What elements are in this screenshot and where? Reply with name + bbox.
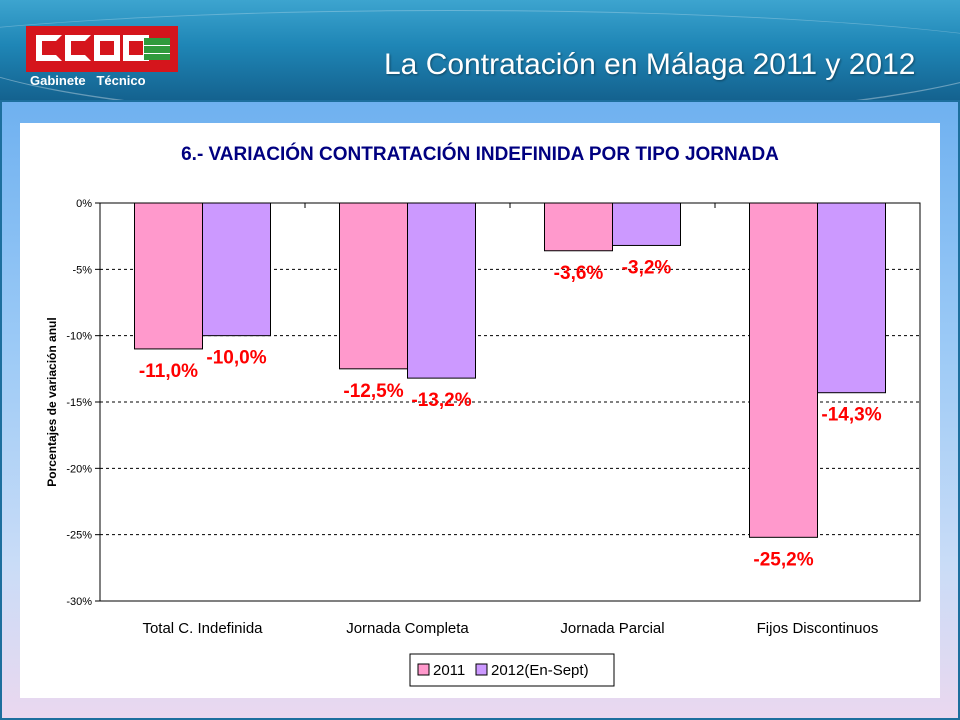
bar-2012 <box>817 202 886 394</box>
legend: 2011 2012(En-Sept) <box>409 653 615 687</box>
header-banner: Gabinete Técnico La Contratación en Mála… <box>0 0 960 100</box>
legend-frame <box>409 653 615 687</box>
y-tick-label: -30% <box>66 596 92 608</box>
x-category-label: Fijos Discontinuos <box>757 620 879 637</box>
legend-swatch <box>417 663 430 676</box>
bar-2011 <box>134 202 203 350</box>
data-label: -11,0% <box>139 361 198 382</box>
bar-2012 <box>202 202 271 337</box>
page-title: La Contratación en Málaga 2011 y 2012 <box>384 48 916 81</box>
y-tick-label: -15% <box>66 397 92 409</box>
chart-title: 6.- VARIACIÓN CONTRATACIÓN INDEFINIDA PO… <box>181 143 779 165</box>
data-label: -3,2% <box>622 257 672 278</box>
header-wave-decoration <box>0 10 960 100</box>
legend-swatch <box>475 663 488 676</box>
legend-entry: 2011 <box>433 662 465 679</box>
data-label: -3,6% <box>554 263 604 284</box>
bar-2012 <box>612 202 681 246</box>
legend-entry: 2012(En-Sept) <box>491 662 589 679</box>
data-label: -25,2% <box>753 549 813 570</box>
plot-area: 0% -5% -10% -15% -20% -25% -30% -11,0% -10,0% Tot… <box>66 198 921 637</box>
bar-2011 <box>749 202 818 538</box>
y-tick-label: -20% <box>66 463 92 475</box>
bar-2011 <box>339 202 408 370</box>
y-tick-label: -5% <box>72 264 92 276</box>
data-label: -12,5% <box>343 381 403 402</box>
bar-2012 <box>407 202 476 379</box>
y-tick-label: -10% <box>66 331 92 343</box>
logo-subtitle: Gabinete Técnico <box>30 73 146 88</box>
y-tick-label: 0% <box>76 198 92 210</box>
data-label: -13,2% <box>411 390 471 411</box>
data-label: -14,3% <box>821 405 881 426</box>
bar-2011 <box>544 202 613 252</box>
data-label: -10,0% <box>206 348 266 369</box>
andalusia-flag-icon <box>144 38 170 60</box>
x-category-label: Total C. Indefinida <box>142 620 263 637</box>
x-category-label: Jornada Parcial <box>560 620 664 637</box>
x-category-label: Jornada Completa <box>346 620 469 637</box>
y-axis-label: Porcentajes de variación anul <box>45 317 59 486</box>
logo-background <box>26 26 178 72</box>
ccoo-logo <box>26 26 178 98</box>
y-tick-label: -25% <box>66 530 92 542</box>
